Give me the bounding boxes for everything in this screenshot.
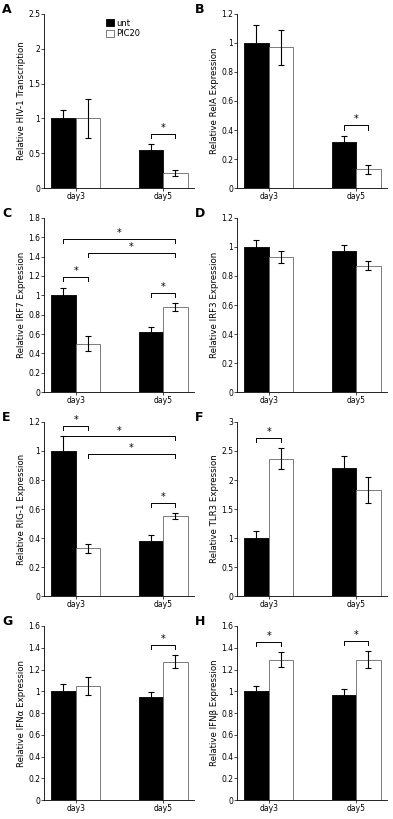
Bar <box>332 142 356 188</box>
Y-axis label: Relative HIV-1 Transcription: Relative HIV-1 Transcription <box>17 42 26 161</box>
Text: *: * <box>266 631 271 640</box>
Text: G: G <box>2 616 13 628</box>
Bar <box>269 48 293 188</box>
Text: *: * <box>73 415 78 425</box>
Bar <box>332 695 356 800</box>
Text: *: * <box>73 266 78 276</box>
Y-axis label: Relative RIG-1 Expression: Relative RIG-1 Expression <box>17 454 26 564</box>
Text: *: * <box>117 229 122 238</box>
Bar <box>51 119 75 188</box>
Bar <box>51 691 75 800</box>
Bar <box>139 150 163 188</box>
Text: *: * <box>266 427 271 437</box>
Text: *: * <box>354 630 358 640</box>
Text: D: D <box>195 207 206 220</box>
Y-axis label: Relative TLR3 Expression: Relative TLR3 Expression <box>210 455 219 563</box>
Text: *: * <box>161 634 165 644</box>
Bar <box>51 451 75 596</box>
Bar <box>163 173 187 188</box>
Y-axis label: Relative IFNβ Expression: Relative IFNβ Expression <box>210 660 219 767</box>
Y-axis label: Relative IFNα Expression: Relative IFNα Expression <box>17 659 26 767</box>
Bar <box>51 296 75 392</box>
Text: *: * <box>161 282 165 292</box>
Text: C: C <box>2 207 11 220</box>
Text: *: * <box>354 115 358 124</box>
Text: *: * <box>161 123 165 133</box>
Y-axis label: Relative IRF7 Expression: Relative IRF7 Expression <box>17 252 26 358</box>
Bar <box>75 686 100 800</box>
Bar <box>356 266 381 392</box>
Text: *: * <box>129 443 134 453</box>
Bar <box>332 468 356 596</box>
Bar <box>139 697 163 800</box>
Bar <box>163 307 187 392</box>
Bar <box>356 490 381 596</box>
Bar <box>269 459 293 596</box>
Bar <box>244 43 269 188</box>
Text: H: H <box>195 616 206 628</box>
Legend: unt, PIC20: unt, PIC20 <box>106 18 141 38</box>
Bar <box>244 538 269 596</box>
Text: B: B <box>195 3 205 16</box>
Text: *: * <box>117 426 122 436</box>
Bar <box>269 660 293 800</box>
Text: A: A <box>2 3 12 16</box>
Bar <box>244 691 269 800</box>
Bar <box>139 333 163 392</box>
Y-axis label: Relative RelA Expression: Relative RelA Expression <box>210 48 219 154</box>
Bar <box>356 170 381 188</box>
Bar <box>269 257 293 392</box>
Text: E: E <box>2 411 11 424</box>
Bar <box>163 516 187 596</box>
Text: *: * <box>129 242 134 251</box>
Text: F: F <box>195 411 204 424</box>
Bar <box>163 662 187 800</box>
Bar <box>332 251 356 392</box>
Bar <box>139 541 163 596</box>
Bar <box>244 247 269 392</box>
Bar <box>356 660 381 800</box>
Text: *: * <box>161 492 165 502</box>
Y-axis label: Relative IRF3 Expression: Relative IRF3 Expression <box>210 252 219 358</box>
Bar <box>75 344 100 392</box>
Bar <box>75 548 100 596</box>
Bar <box>75 119 100 188</box>
